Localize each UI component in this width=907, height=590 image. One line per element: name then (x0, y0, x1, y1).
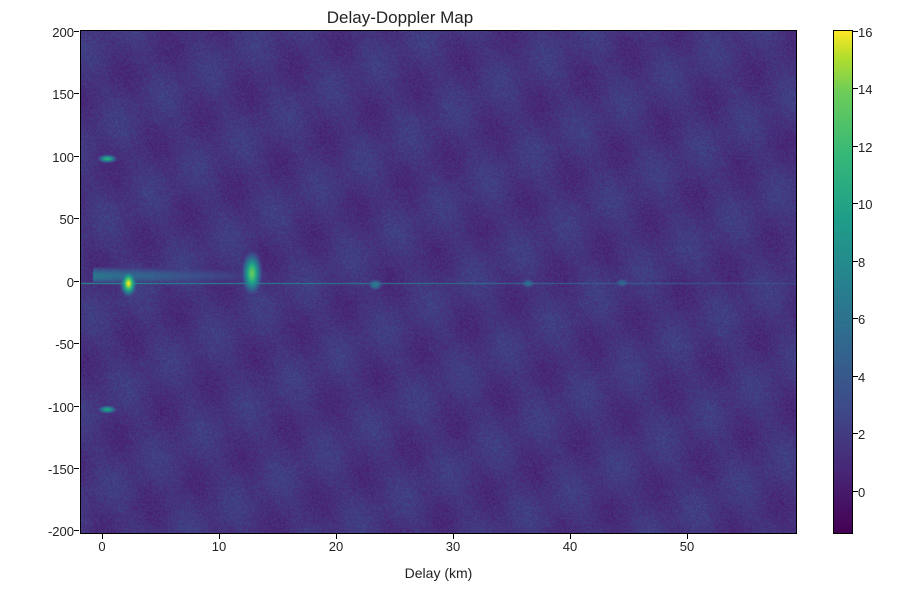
ytick-neg100: -100 (19, 400, 74, 415)
chart-title: Delay-Doppler Map (0, 8, 800, 28)
xtick-50: 50 (672, 539, 702, 554)
cbtick-4: 4 (858, 370, 865, 385)
heatmap-plot-area[interactable] (80, 30, 797, 534)
xtick-20: 20 (321, 539, 351, 554)
ytick-50: 50 (19, 212, 74, 227)
ytick-150: 150 (19, 87, 74, 102)
cbtick-0: 0 (858, 485, 865, 500)
xtick-10: 10 (204, 539, 234, 554)
xtick-0: 0 (87, 539, 117, 554)
ytick-neg50: -50 (19, 337, 74, 352)
cbtick-16: 16 (858, 25, 872, 40)
cbtick-8: 8 (858, 255, 865, 270)
cbtick-6: 6 (858, 312, 865, 327)
delay-doppler-heatmap[interactable] (81, 31, 797, 534)
ytick-100: 100 (19, 150, 74, 165)
cbtick-2: 2 (858, 427, 865, 442)
colorbar-gradient[interactable] (833, 30, 853, 534)
xtick-30: 30 (438, 539, 468, 554)
x-axis-label: Delay (km) (80, 565, 797, 581)
colorbar-container[interactable] (833, 30, 853, 534)
y-axis-label: Doppler (Hz) (0, 285, 103, 305)
delay-doppler-window: Delay-Doppler Map 200 150 100 50 0 -50 -… (0, 0, 907, 590)
cbtick-10: 10 (858, 197, 872, 212)
ytick-neg200: -200 (19, 524, 74, 539)
xtick-40: 40 (555, 539, 585, 554)
ytick-neg150: -150 (19, 462, 74, 477)
cbtick-14: 14 (858, 82, 872, 97)
ytick-200: 200 (19, 25, 74, 40)
cbtick-12: 12 (858, 140, 872, 155)
